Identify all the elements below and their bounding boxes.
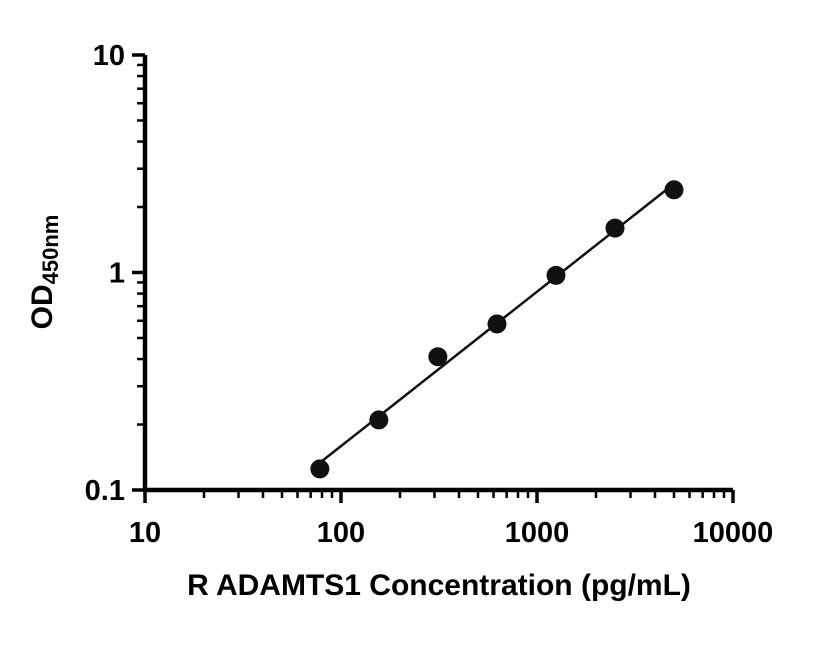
x-tick-label: 10000	[693, 517, 774, 549]
y-tick-label: 0.1	[85, 475, 125, 507]
data-point	[487, 314, 507, 334]
y-tick-label: 1	[109, 258, 125, 290]
data-point	[369, 410, 389, 430]
y-tick-label: 10	[93, 40, 125, 72]
axis-titles-layer: R ADAMTS1 Concentration (pg/mL) OD450nm	[26, 215, 691, 602]
ticks-layer	[132, 53, 735, 503]
y-axis-title: OD450nm	[26, 215, 63, 330]
x-axis-title: R ADAMTS1 Concentration (pg/mL)	[187, 569, 691, 602]
data-point	[310, 459, 330, 479]
y-axis-title-sub: 450nm	[38, 215, 63, 285]
axis-spines	[142, 55, 733, 493]
data-point	[664, 180, 684, 200]
data-point	[605, 218, 625, 238]
data-point	[546, 265, 566, 285]
x-tick-label: 1000	[505, 517, 570, 549]
x-tick-label: 100	[317, 517, 365, 549]
data-point	[428, 347, 448, 367]
data-layer	[310, 180, 684, 479]
x-tick-label: 10	[129, 517, 161, 549]
axes-layer	[142, 55, 733, 493]
tick-labels-layer: 10 100 1000 10000 0.1 1 10	[85, 40, 774, 549]
y-axis-title-main: OD	[26, 284, 59, 329]
